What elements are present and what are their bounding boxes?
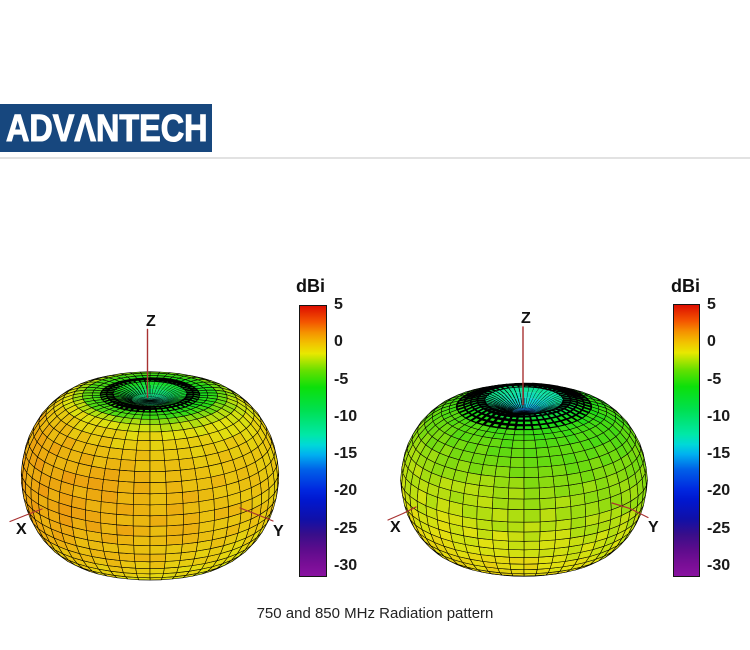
svg-text:Y: Y (648, 519, 659, 536)
svg-text:Z: Z (521, 310, 531, 327)
svg-text:X: X (390, 519, 401, 536)
svg-text:Y: Y (273, 523, 284, 540)
svg-text:Z: Z (146, 313, 156, 330)
svg-text:X: X (16, 521, 27, 538)
